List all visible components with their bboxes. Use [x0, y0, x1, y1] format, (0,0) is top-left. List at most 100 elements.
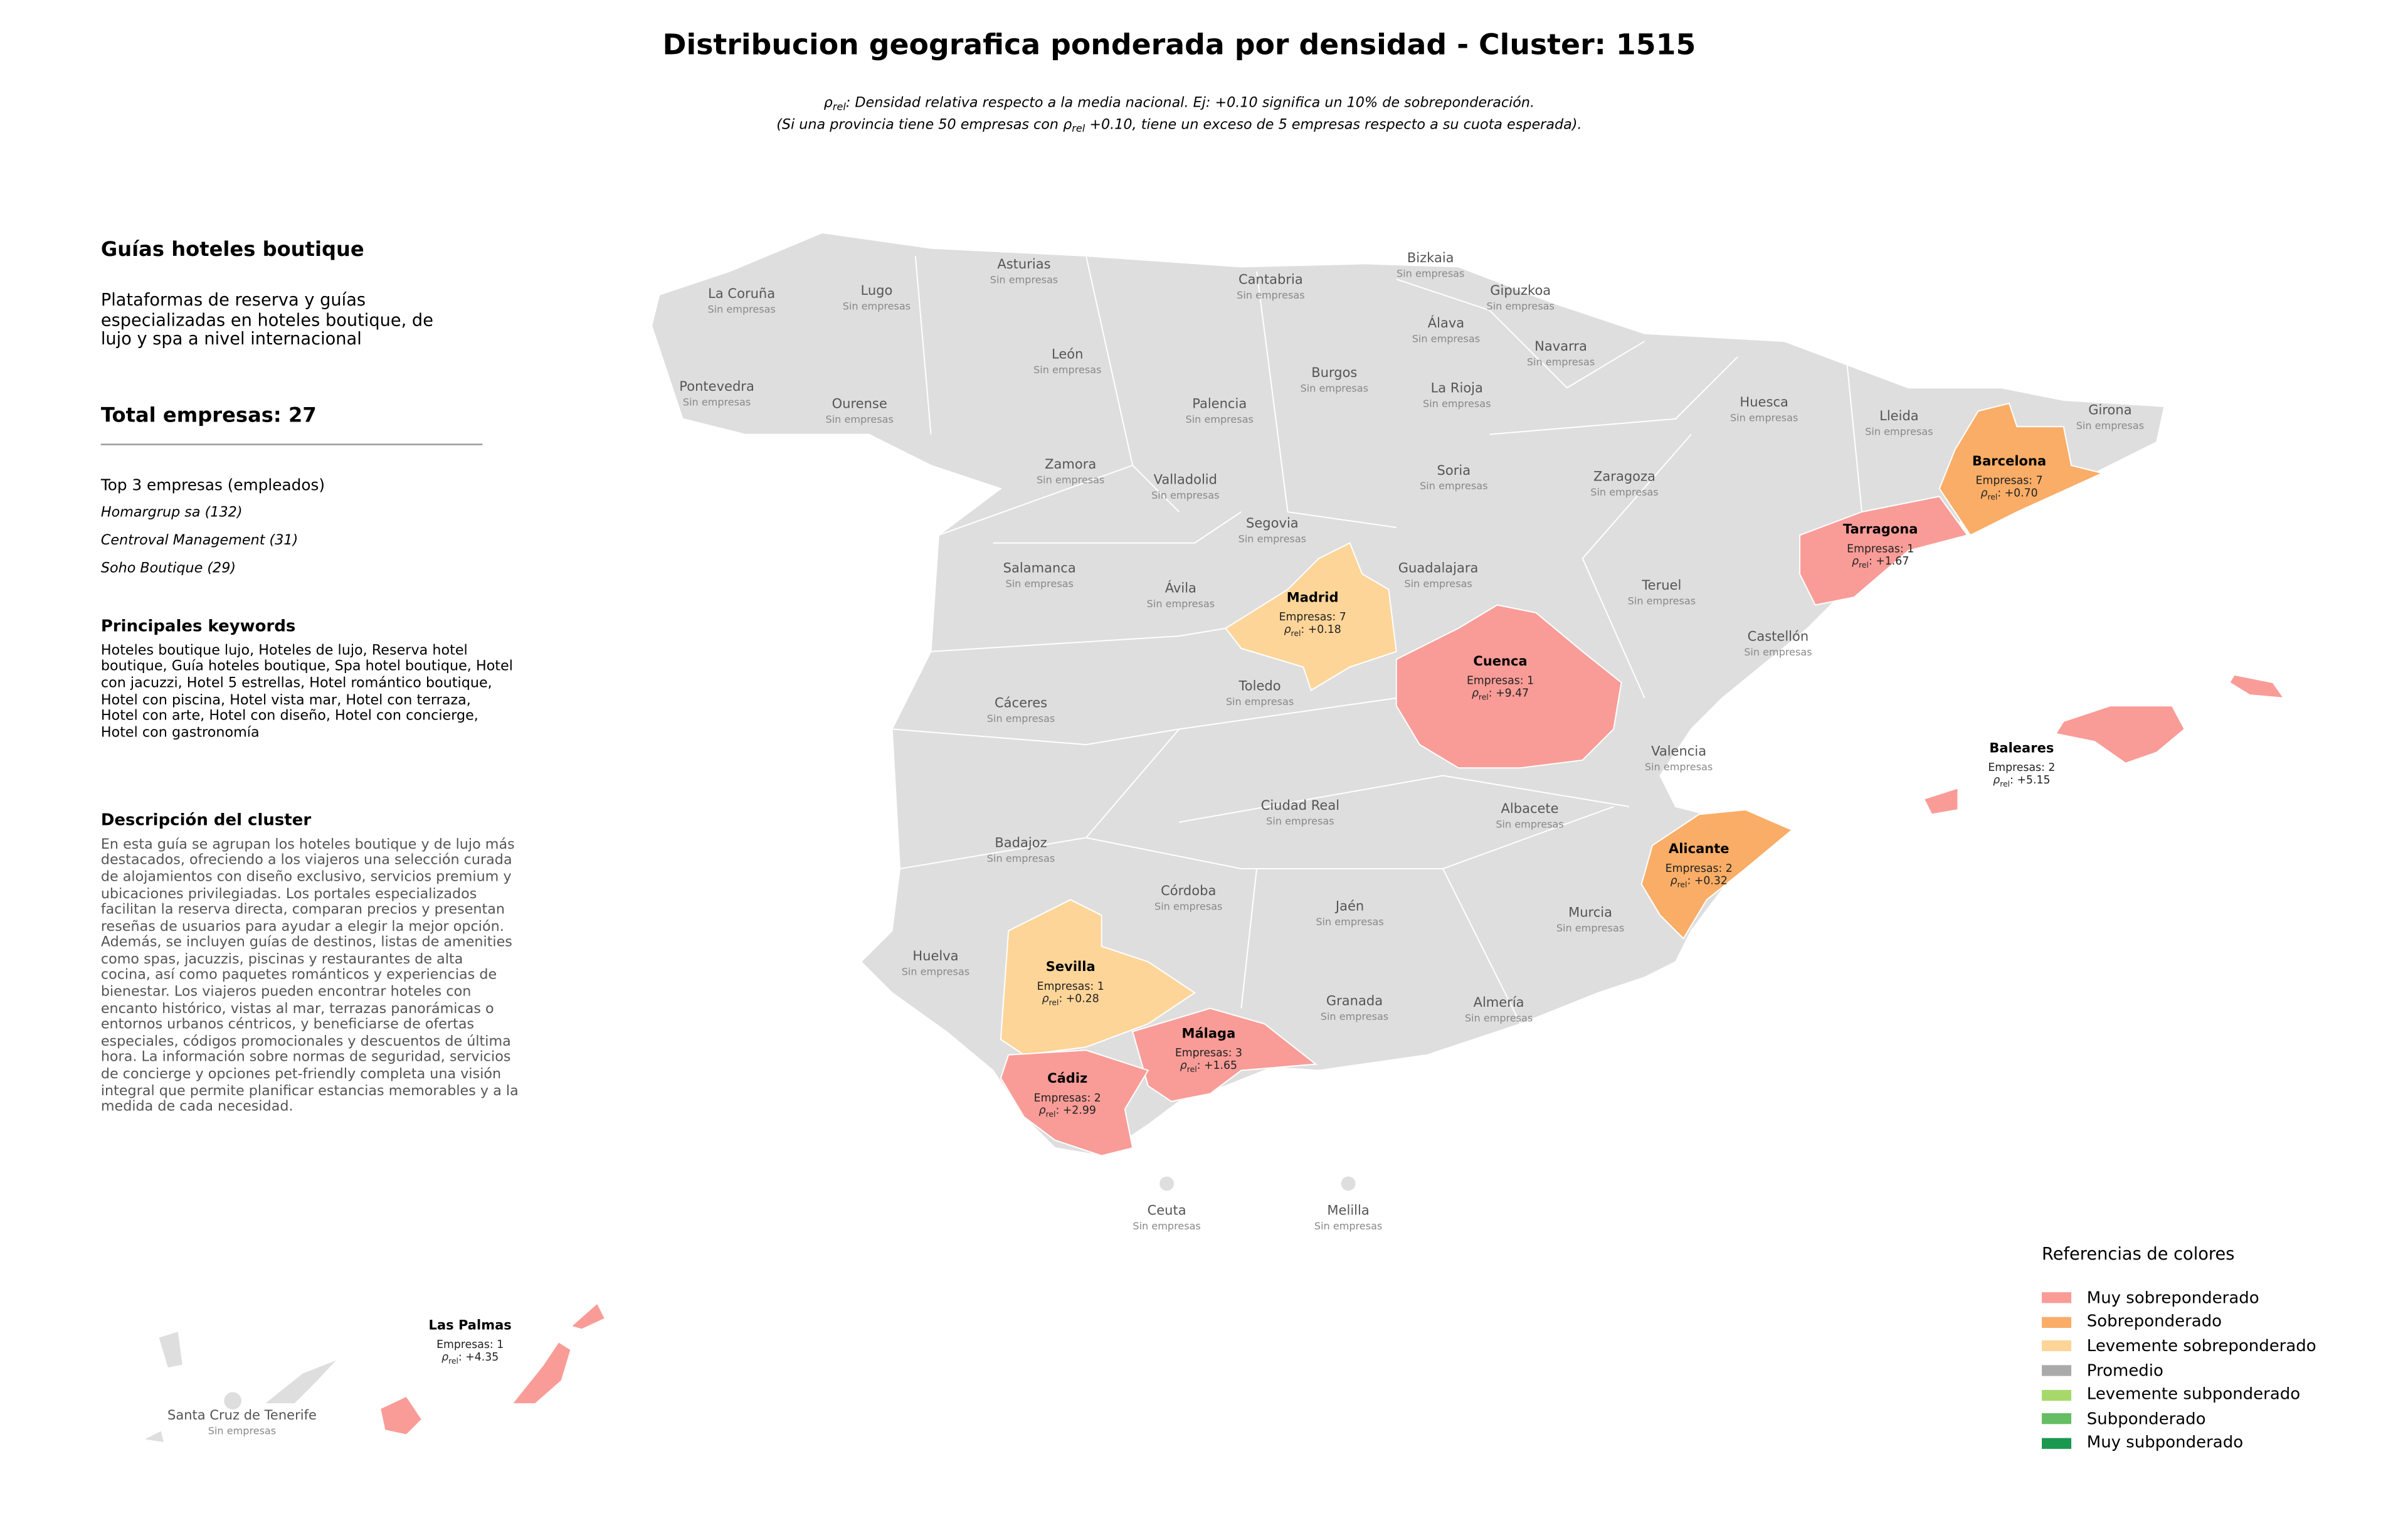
- side-panel: Guías hoteles boutique Plataformas de re…: [100, 238, 551, 1117]
- province-shape: [1395, 604, 1622, 769]
- top-list: Homargrup sa (132) Centroval Management (…: [101, 504, 551, 578]
- legend-swatch: [2042, 1438, 2072, 1449]
- text-line: Plataformas de reserva y guías: [100, 290, 366, 310]
- legend: Referencias de colores Muy sobreponderad…: [2042, 1244, 2316, 1455]
- province-name: León: [1052, 346, 1083, 361]
- province-shape: [1799, 496, 1968, 606]
- legend-item: Levemente subponderado: [2042, 1382, 2316, 1407]
- province-status: Sin empresas: [1496, 818, 1563, 830]
- province-status: Sin empresas: [843, 300, 911, 312]
- legend-item: Muy sobreponderado: [2042, 1286, 2316, 1310]
- province-count: Empresas: 1: [1467, 675, 1534, 687]
- province-name: Teruel: [1641, 577, 1681, 593]
- province-status: Sin empresas: [1556, 922, 1624, 934]
- rho-symbol: ρ: [441, 1351, 448, 1364]
- legend-item: Promedio: [2042, 1359, 2316, 1383]
- province-count: Empresas: 1: [1037, 980, 1104, 993]
- la-palma-shape: [157, 1330, 184, 1369]
- rho-symbol: ρ: [1980, 487, 1987, 499]
- province-shape: [1938, 402, 2104, 536]
- province-name: Pontevedra: [679, 378, 754, 394]
- province-name: Zaragoza: [1593, 469, 1656, 484]
- subtitle-segment: rel: [832, 100, 846, 114]
- subtitle-segment: +0.10, tiene un exceso de 5 empresas res…: [1085, 117, 1582, 134]
- province-status: Sin empresas: [1037, 474, 1104, 485]
- province-shape: [379, 1395, 423, 1436]
- title: Distribucion geografica ponderada por de…: [662, 29, 1696, 62]
- province-status: Sin empresas: [1151, 489, 1219, 501]
- rho-value: +2.99: [1063, 1105, 1096, 1117]
- province-rho: ρrel: +5.15: [1993, 774, 2050, 788]
- text-line: hora. La información sobre normas de seg…: [100, 1051, 511, 1067]
- text-line: de concierge y opciones pet-friendly com…: [100, 1067, 502, 1083]
- rho-separator: :: [1687, 875, 1694, 888]
- province-rho: ρrel: +2.99: [1039, 1105, 1096, 1119]
- province-name: Palencia: [1192, 395, 1247, 411]
- province-name: Castellón: [1748, 628, 1809, 644]
- province-name: Salamanca: [1003, 560, 1076, 576]
- province-shape: [1131, 1007, 1318, 1102]
- text-line: Hotel con piscina, Hotel vista mar, Hote…: [100, 692, 471, 709]
- province-name: Toledo: [1238, 678, 1281, 694]
- province-count: Empresas: 2: [1666, 862, 1733, 875]
- rho-subscript: rel: [1987, 492, 1997, 501]
- text-line: especiales, códigos promocionales y desc…: [100, 1034, 511, 1050]
- subtitle-segment: : Densidad relativa respecto a la media …: [845, 96, 1535, 112]
- rho-subscript: rel: [1291, 629, 1301, 638]
- province-status: Sin empresas: [1465, 1012, 1533, 1024]
- subtitle-segment: rel: [1072, 122, 1085, 135]
- panel-heading: Guías hoteles boutique: [100, 238, 364, 262]
- legend-swatch: [2042, 1365, 2072, 1376]
- province-status: Sin empresas: [1420, 480, 1487, 492]
- legend-swatch: [2042, 1340, 2072, 1352]
- province-name: Cádiz: [1047, 1070, 1087, 1086]
- rho-separator: :: [1197, 1059, 1204, 1072]
- province-name: Las Palmas: [429, 1317, 512, 1332]
- province-rho: ρrel: +0.28: [1042, 993, 1099, 1007]
- province-name: Álava: [1428, 315, 1464, 331]
- panel-intro: Plataformas de reserva y guías especializ…: [100, 290, 551, 350]
- province-name: Granada: [1326, 993, 1383, 1009]
- province-status: Sin empresas: [1404, 578, 1472, 590]
- province-name: Santa Cruz de Tenerife: [167, 1407, 317, 1423]
- rho-symbol: ρ: [1042, 993, 1049, 1005]
- province-name: Lleida: [1879, 408, 1919, 423]
- province-status: Sin empresas: [1744, 646, 1812, 658]
- province-name: Tarragona: [1843, 521, 1918, 537]
- province-status: Sin empresas: [1423, 398, 1491, 410]
- province-shape: [1923, 787, 1959, 815]
- province-name: Almería: [1474, 994, 1524, 1010]
- legend-label: Subponderado: [2086, 1409, 2206, 1429]
- province-name: Madrid: [1287, 590, 1339, 605]
- province-count: Empresas: 7: [1279, 611, 1346, 623]
- province-name: Valladolid: [1154, 472, 1217, 487]
- province-count: Empresas: 1: [1847, 543, 1914, 555]
- province-name: Alicante: [1669, 841, 1729, 856]
- province-name: Segovia: [1246, 515, 1299, 531]
- rho-separator: :: [1059, 993, 1065, 1005]
- legend-swatch: [2042, 1389, 2072, 1401]
- rho-value: +0.28: [1066, 993, 1099, 1005]
- province-name: Ceuta: [1148, 1202, 1186, 1218]
- rho-subscript: rel: [1049, 999, 1059, 1007]
- text-line: integral que permite planificar estancia…: [100, 1083, 519, 1100]
- rho-symbol: ρ: [1284, 623, 1291, 636]
- rho-subscript: rel: [1677, 881, 1687, 889]
- province-status: Sin empresas: [1133, 1220, 1200, 1232]
- el-hierro-shape: [140, 1429, 166, 1444]
- province-name: Valencia: [1651, 743, 1706, 758]
- rho-value: +1.65: [1204, 1059, 1237, 1072]
- province-count: Empresas: 1: [436, 1339, 504, 1351]
- province-status: Sin empresas: [987, 852, 1055, 864]
- province-name: Murcia: [1568, 905, 1612, 920]
- province-shape: [1000, 1049, 1149, 1157]
- legend-item: Levemente sobreponderado: [2042, 1334, 2316, 1359]
- province-status: Sin empresas: [990, 273, 1058, 285]
- text-line: reseñas de usuarios para ayudar a elegir…: [100, 919, 504, 935]
- province-status: Sin empresas: [1527, 356, 1595, 368]
- legend-label: Sobreponderado: [2086, 1313, 2222, 1332]
- rho-subscript: rel: [448, 1357, 458, 1366]
- description: En esta guía se agrupan los hoteles bout…: [101, 837, 551, 1117]
